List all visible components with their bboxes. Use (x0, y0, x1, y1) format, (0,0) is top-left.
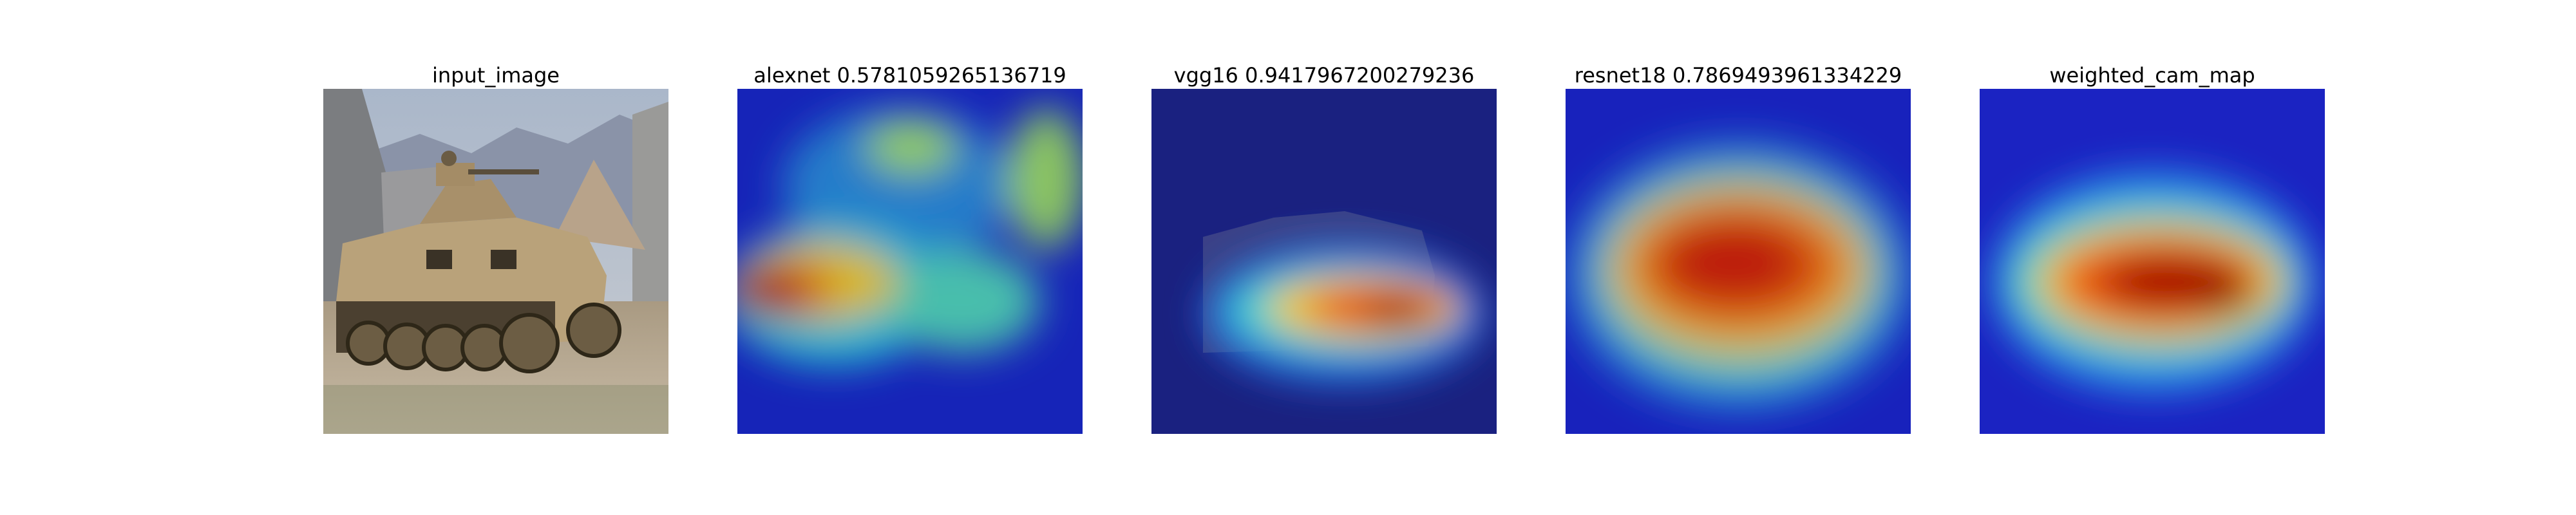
weighted-cam-heatmap (1980, 89, 2325, 434)
input-image-title: input_image (432, 63, 560, 88)
resnet18-heatmap (1566, 89, 1911, 434)
resnet18-heatmap-image (1566, 89, 1911, 434)
weighted-cam-title: weighted_cam_map (2049, 63, 2255, 88)
vgg16-heatmap-image (1151, 89, 1497, 434)
alexnet-cam-panel: alexnet 0.5781059265136719 (737, 63, 1083, 434)
resnet18-cam-panel: resnet18 0.7869493961334229 (1566, 63, 1911, 434)
weighted-cam-panel: weighted_cam_map (1980, 63, 2325, 434)
tank-photo (323, 89, 668, 434)
vgg16-cam-panel: vgg16 0.9417967200279236 (1151, 63, 1497, 434)
input-image (323, 89, 668, 434)
alexnet-heatmap-image (737, 89, 1083, 434)
vgg16-heatmap (1151, 89, 1497, 434)
vgg16-cam-title: vgg16 0.9417967200279236 (1173, 63, 1475, 88)
alexnet-cam-title: alexnet 0.5781059265136719 (753, 63, 1066, 88)
weighted-cam-heatmap-image (1980, 89, 2325, 434)
alexnet-heatmap (737, 89, 1083, 434)
input-image-panel: input_image (323, 63, 668, 434)
resnet18-cam-title: resnet18 0.7869493961334229 (1574, 63, 1902, 88)
